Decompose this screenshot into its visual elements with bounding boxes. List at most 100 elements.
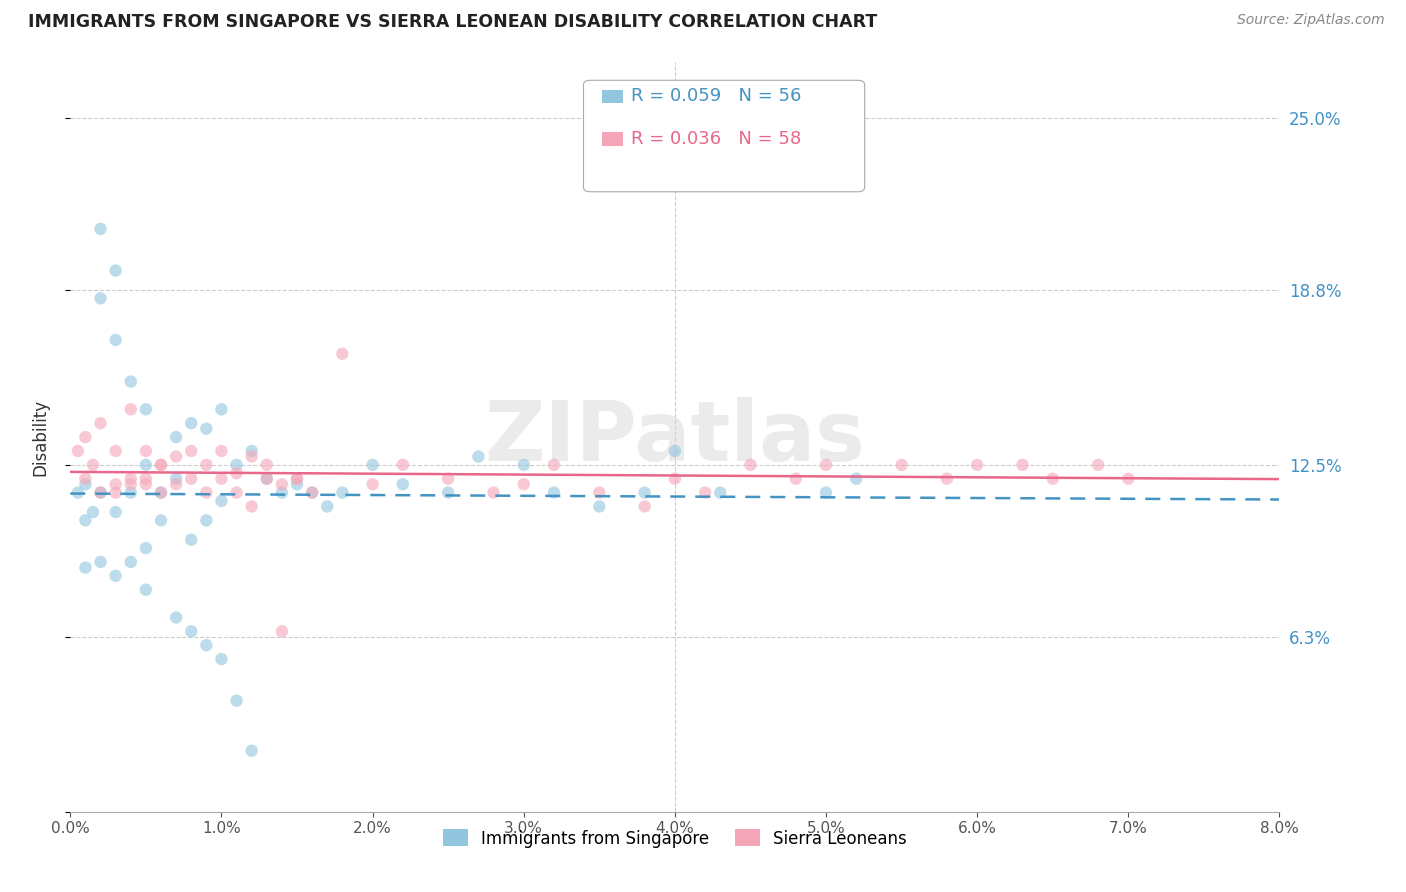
- Point: [195, 422, 218, 436]
- Point: [270, 624, 294, 639]
- Point: [361, 477, 384, 491]
- Point: [391, 458, 415, 472]
- Point: [104, 569, 127, 583]
- Point: [150, 458, 173, 472]
- Point: [543, 485, 565, 500]
- Point: [815, 485, 838, 500]
- Point: [301, 485, 323, 500]
- Point: [135, 444, 157, 458]
- Text: IMMIGRANTS FROM SINGAPORE VS SIERRA LEONEAN DISABILITY CORRELATION CHART: IMMIGRANTS FROM SINGAPORE VS SIERRA LEON…: [28, 13, 877, 31]
- Point: [135, 402, 157, 417]
- Point: [104, 485, 127, 500]
- Point: [150, 485, 173, 500]
- Point: [240, 444, 263, 458]
- Point: [270, 485, 294, 500]
- Point: [391, 477, 415, 491]
- Point: [120, 402, 142, 417]
- Point: [104, 477, 127, 491]
- Point: [104, 505, 127, 519]
- Point: [165, 477, 187, 491]
- Point: [256, 472, 278, 486]
- Y-axis label: Disability: Disability: [31, 399, 49, 475]
- Point: [709, 485, 731, 500]
- Point: [90, 291, 111, 305]
- Point: [150, 458, 173, 472]
- Point: [104, 444, 127, 458]
- Point: [467, 450, 489, 464]
- Point: [633, 500, 655, 514]
- Point: [135, 582, 157, 597]
- Text: Source: ZipAtlas.com: Source: ZipAtlas.com: [1237, 13, 1385, 28]
- Point: [180, 444, 202, 458]
- Text: R = 0.059   N = 56: R = 0.059 N = 56: [631, 87, 801, 105]
- Point: [285, 472, 308, 486]
- Point: [633, 485, 655, 500]
- Text: R = 0.036   N = 58: R = 0.036 N = 58: [631, 130, 801, 148]
- Legend: Immigrants from Singapore, Sierra Leoneans: Immigrants from Singapore, Sierra Leonea…: [434, 821, 915, 855]
- Point: [543, 458, 565, 472]
- Point: [482, 485, 505, 500]
- Text: ZIPatlas: ZIPatlas: [485, 397, 865, 477]
- Point: [240, 500, 263, 514]
- Point: [845, 472, 868, 486]
- Point: [120, 485, 142, 500]
- Point: [104, 333, 127, 347]
- Point: [165, 450, 187, 464]
- Point: [890, 458, 912, 472]
- Point: [301, 485, 323, 500]
- Point: [285, 472, 308, 486]
- Point: [195, 485, 218, 500]
- Point: [664, 444, 686, 458]
- Point: [195, 638, 218, 652]
- Point: [120, 375, 142, 389]
- Point: [180, 624, 202, 639]
- Point: [82, 505, 104, 519]
- Point: [195, 458, 218, 472]
- Point: [1087, 458, 1109, 472]
- Point: [66, 444, 89, 458]
- Point: [75, 513, 97, 527]
- Point: [66, 485, 89, 500]
- Point: [513, 458, 536, 472]
- Point: [90, 485, 111, 500]
- Point: [211, 402, 233, 417]
- Point: [104, 263, 127, 277]
- Point: [120, 555, 142, 569]
- Point: [75, 477, 97, 491]
- Point: [695, 485, 717, 500]
- Point: [316, 500, 339, 514]
- Point: [165, 610, 187, 624]
- Point: [936, 472, 959, 486]
- Point: [90, 416, 111, 430]
- Point: [225, 466, 247, 480]
- Point: [361, 458, 384, 472]
- Point: [966, 458, 988, 472]
- Point: [180, 472, 202, 486]
- Point: [135, 477, 157, 491]
- Point: [120, 472, 142, 486]
- Point: [437, 485, 460, 500]
- Point: [285, 477, 308, 491]
- Point: [165, 430, 187, 444]
- Point: [740, 458, 762, 472]
- Point: [240, 450, 263, 464]
- Point: [120, 477, 142, 491]
- Point: [90, 555, 111, 569]
- Point: [437, 472, 460, 486]
- Point: [150, 513, 173, 527]
- Point: [1042, 472, 1064, 486]
- Point: [135, 472, 157, 486]
- Point: [75, 472, 97, 486]
- Point: [211, 444, 233, 458]
- Point: [90, 222, 111, 236]
- Point: [195, 513, 218, 527]
- Point: [513, 477, 536, 491]
- Point: [135, 458, 157, 472]
- Point: [785, 472, 807, 486]
- Point: [1011, 458, 1033, 472]
- Point: [225, 485, 247, 500]
- Point: [332, 485, 354, 500]
- Point: [332, 347, 354, 361]
- Point: [225, 458, 247, 472]
- Point: [82, 458, 104, 472]
